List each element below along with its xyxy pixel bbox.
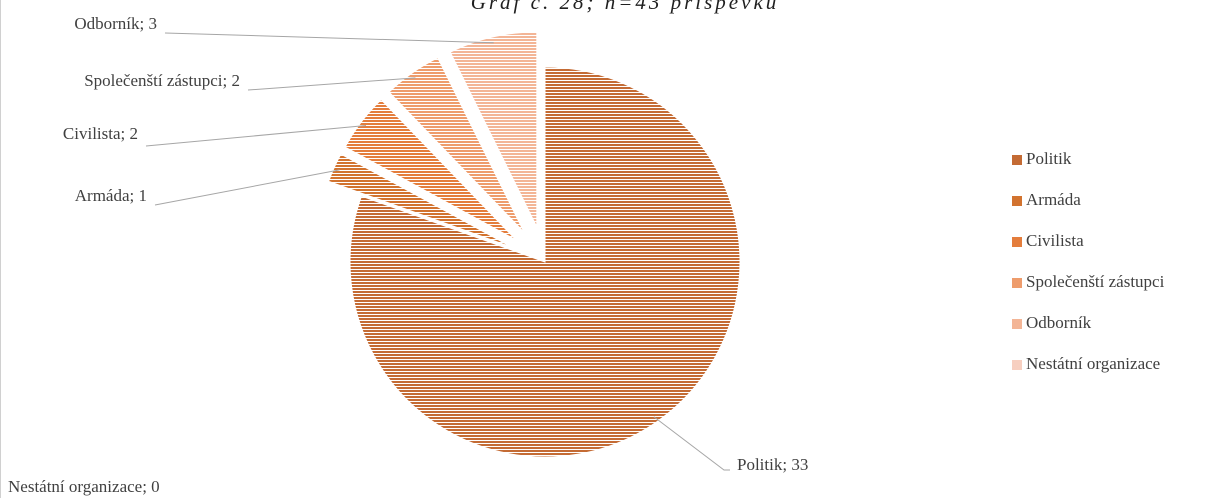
data-label: Společenští zástupci; 2 — [84, 71, 240, 90]
pie-slice — [388, 57, 525, 233]
leader-line — [154, 169, 340, 206]
legend-label: Armáda — [1026, 190, 1081, 209]
pie-slice — [449, 31, 538, 228]
pie-slice — [344, 98, 517, 241]
legend-label: Odborník — [1026, 313, 1092, 332]
legend-swatch — [1012, 319, 1022, 329]
leader-line — [145, 125, 366, 147]
data-label: Odborník; 3 — [74, 14, 157, 33]
legend-swatch — [1012, 237, 1022, 247]
data-label: Politik; 33 — [737, 455, 808, 474]
legend-swatch — [1012, 278, 1022, 288]
legend-swatch — [1012, 360, 1022, 370]
legend-swatch — [1012, 196, 1022, 206]
legend-label: Civilista — [1026, 231, 1084, 250]
legend-label: Politik — [1026, 149, 1072, 168]
legend-label: Nestátní organizace — [1026, 354, 1160, 373]
data-label: Civilista; 2 — [63, 124, 138, 143]
pie-slice — [349, 66, 741, 458]
data-label: Nestátní organizace; 0 — [8, 477, 160, 496]
leader-line — [247, 77, 416, 91]
legend-swatch — [1012, 155, 1022, 165]
pie-slice — [327, 153, 513, 248]
leader-line — [653, 416, 730, 471]
leader-line — [164, 32, 494, 44]
legend-label: Společenští zástupci — [1026, 272, 1165, 291]
data-label: Armáda; 1 — [75, 186, 147, 205]
chart-title: Graf č. 28; n=43 příspěvků — [471, 0, 780, 14]
